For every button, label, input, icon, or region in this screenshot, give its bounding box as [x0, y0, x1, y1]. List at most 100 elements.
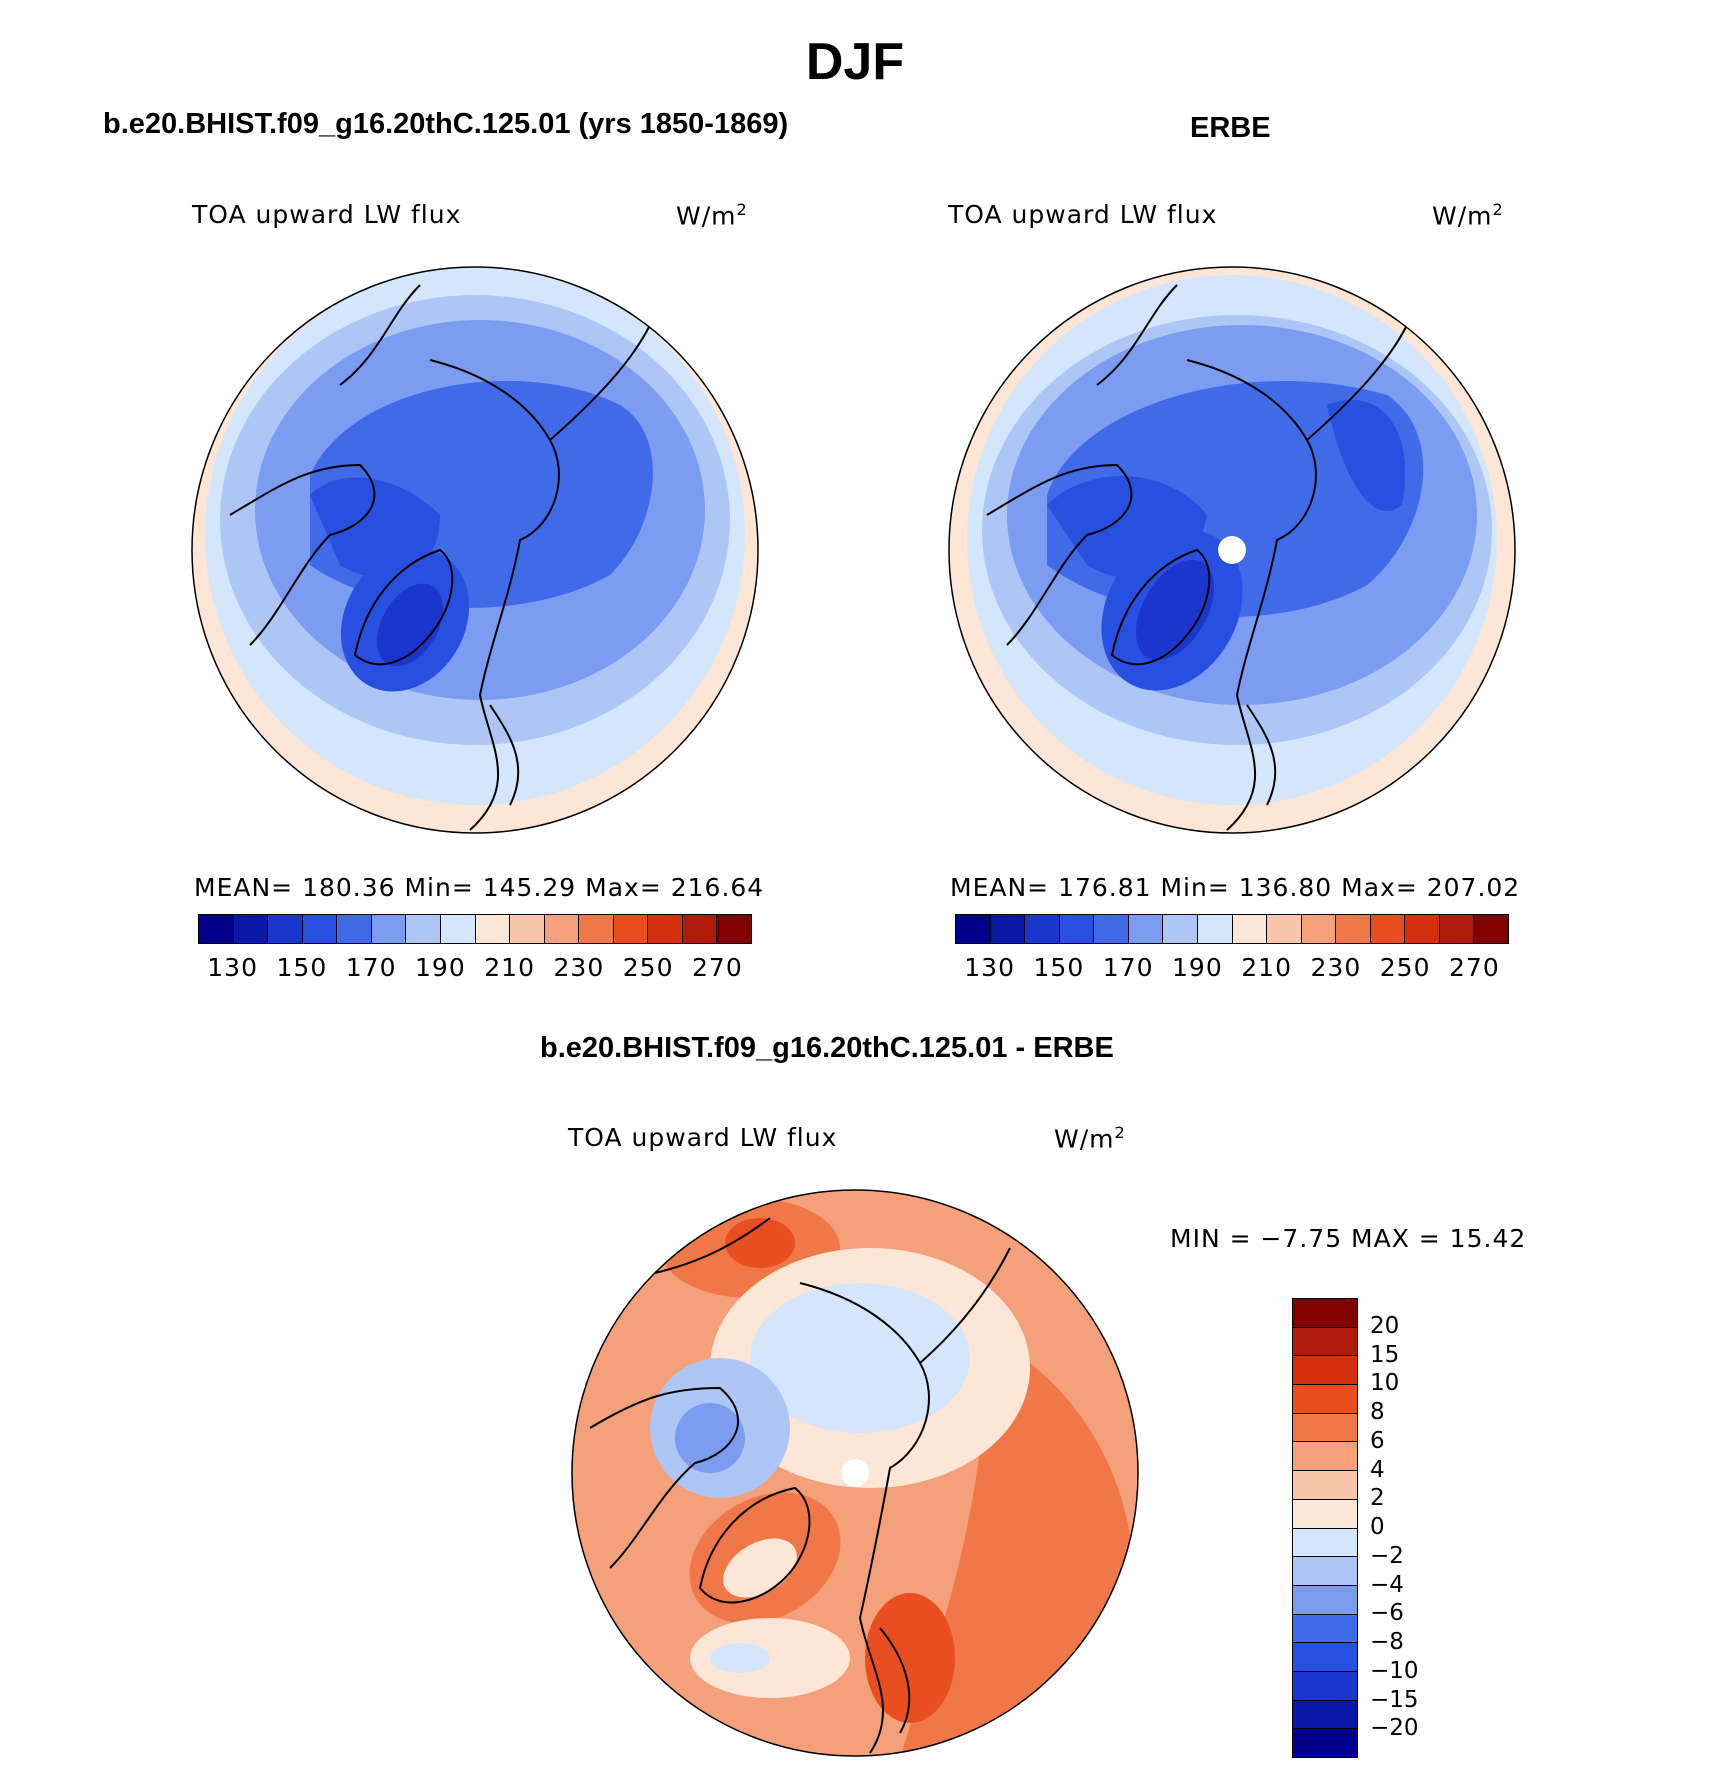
colorbar-tick-label: −4 — [1370, 1571, 1404, 1598]
colorbar-tick-label: 8 — [1370, 1399, 1385, 1425]
panel2-stats: MEAN= 176.81 Min= 136.80 Max= 207.02 — [950, 873, 1521, 902]
panel2-colorbar — [955, 914, 1509, 944]
panel3-colorbar — [1292, 1298, 1358, 1758]
panel3-pole-hole — [841, 1459, 869, 1487]
panel3-title: b.e20.BHIST.f09_g16.20thC.125.01 - ERBE — [540, 1032, 1114, 1064]
panel1-polar-map — [191, 266, 759, 834]
colorbar-cell — [544, 915, 580, 943]
panel1-stats: MEAN= 180.36 Min= 145.29 Max= 216.64 — [194, 873, 765, 902]
panel1-coastline-siberia — [549, 324, 651, 441]
colorbar-tick-label: 190 — [1172, 953, 1223, 982]
panel3-coastline-scandinavia — [879, 1627, 911, 1734]
panel2-variable-label: TOA upward LW flux — [948, 200, 1218, 229]
colorbar-tick-label: 230 — [553, 953, 605, 982]
colorbar-cell — [1336, 915, 1371, 943]
colorbar-cell — [337, 915, 372, 943]
colorbar-tick-label: 15 — [1370, 1341, 1400, 1368]
panel1-coastline-eurasia — [429, 359, 560, 831]
colorbar-cell — [1293, 1643, 1357, 1672]
colorbar-cell — [440, 915, 476, 943]
colorbar-tick-label: 0 — [1370, 1514, 1385, 1540]
colorbar-tick-label: 250 — [1379, 953, 1431, 982]
colorbar-cell — [1293, 1471, 1357, 1500]
panel1-colorbar — [198, 914, 752, 944]
panel1-units-label: W/m2 — [676, 200, 748, 231]
colorbar-cell — [1293, 1385, 1357, 1414]
colorbar-tick-label: 20 — [1370, 1312, 1400, 1339]
panel3-map-border — [571, 1189, 1139, 1757]
panel1-title: b.e20.BHIST.f09_g16.20thC.125.01 (yrs 18… — [103, 108, 789, 140]
colorbar-tick-label: −10 — [1370, 1657, 1419, 1684]
colorbar-tick-label: 150 — [1033, 953, 1085, 982]
panel3-coastline-north-america — [589, 1386, 739, 1569]
colorbar-tick-label: −20 — [1370, 1715, 1419, 1742]
panel3-polar-map — [571, 1189, 1139, 1757]
colorbar-cell — [406, 915, 441, 943]
colorbar-cell — [1293, 1327, 1357, 1357]
panel2-map-border — [948, 266, 1516, 834]
colorbar-cell — [648, 915, 683, 943]
panel3-coastline-greenland — [698, 1486, 811, 1604]
colorbar-tick-label: 190 — [415, 953, 466, 982]
colorbar-cell — [1293, 1585, 1357, 1615]
colorbar-cell — [1405, 915, 1440, 943]
colorbar-cell — [1232, 915, 1268, 943]
panel3-field-alaska-peak — [725, 1218, 795, 1268]
panel3-coastline-siberia — [919, 1247, 1011, 1364]
colorbar-cell — [302, 915, 338, 943]
panel3-minmax: MIN = −7.75 MAX = 15.42 — [1170, 1224, 1527, 1253]
panel1-colorbar-ticks: 130 150 170 190 210 230 250 270 — [198, 953, 752, 983]
colorbar-cell — [1301, 915, 1337, 943]
panel3-field-arctic-low — [750, 1283, 970, 1433]
panel1-field-greenland-core — [376, 583, 444, 667]
colorbar-tick-label: −6 — [1370, 1600, 1404, 1627]
panel2-coastline-scandinavia — [1246, 704, 1277, 806]
panel3-coastline-eurasia — [799, 1282, 930, 1754]
colorbar-cell — [1293, 1557, 1357, 1586]
colorbar-cell — [1293, 1729, 1357, 1757]
panel2-coastline-siberia — [1306, 324, 1408, 441]
colorbar-cell — [1293, 1299, 1357, 1328]
colorbar-tick-label: 6 — [1370, 1427, 1385, 1454]
colorbar-cell — [990, 915, 1026, 943]
panel1-coastline-greenland — [353, 548, 454, 666]
colorbar-cell — [1025, 915, 1060, 943]
panel1-map-border — [191, 266, 759, 834]
colorbar-cell — [717, 915, 751, 943]
panel2-coastline-eurasia — [1186, 359, 1317, 831]
colorbar-tick-label: 170 — [1102, 953, 1154, 982]
colorbar-cell — [233, 915, 269, 943]
panel2-field-160-siberia — [1327, 399, 1406, 511]
colorbar-cell — [475, 915, 511, 943]
colorbar-tick-label: 4 — [1370, 1456, 1385, 1483]
colorbar-cell — [1293, 1700, 1357, 1730]
colorbar-cell — [682, 915, 718, 943]
colorbar-tick-label: 270 — [1449, 953, 1500, 982]
main-title: DJF — [805, 33, 905, 91]
colorbar-cell — [1293, 1614, 1357, 1644]
colorbar-cell — [956, 915, 991, 943]
colorbar-cell — [1293, 1528, 1357, 1558]
colorbar-cell — [1059, 915, 1095, 943]
panel3-variable-label: TOA upward LW flux — [568, 1123, 838, 1152]
panel2-title: ERBE — [1190, 112, 1271, 144]
colorbar-tick-label: 2 — [1370, 1485, 1385, 1512]
colorbar-cell — [1293, 1499, 1357, 1529]
colorbar-cell — [1163, 915, 1198, 943]
colorbar-tick-label: 10 — [1370, 1370, 1400, 1397]
panel3-colorbar-ticks: 20 15 10 8 6 4 2 0 −2 −4 −6 −8 −10 −15 −20 — [1370, 1298, 1470, 1758]
colorbar-cell — [1293, 1413, 1357, 1443]
panel2-coastline-alaska — [1096, 284, 1178, 386]
panel1-coastline-north-america — [229, 463, 376, 646]
colorbar-tick-label: 130 — [964, 953, 1015, 982]
panel2-field-greenland-core — [1135, 559, 1215, 661]
colorbar-cell — [579, 915, 614, 943]
panel3-field-atlantic-negative — [710, 1643, 770, 1673]
panel2-pole-hole — [1218, 536, 1246, 564]
panel1-variable-label: TOA upward LW flux — [192, 200, 462, 229]
colorbar-tick-label: 230 — [1310, 953, 1362, 982]
panel2-coastline-greenland — [1110, 548, 1211, 666]
colorbar-cell — [199, 915, 234, 943]
colorbar-cell — [1293, 1442, 1357, 1472]
panel3-units-label: W/m2 — [1054, 1123, 1126, 1154]
